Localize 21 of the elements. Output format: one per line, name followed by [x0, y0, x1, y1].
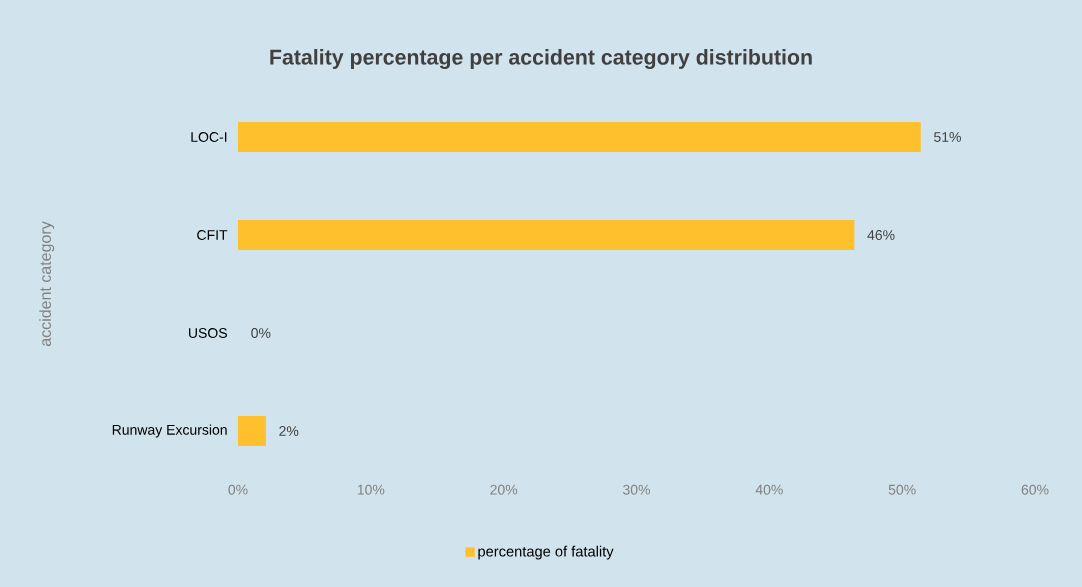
x-tick-label: 10% [357, 484, 385, 495]
chart-title: Fatality percentage per accident category distribution [270, 49, 812, 69]
bar [238, 122, 921, 153]
x-tick-label: 30% [623, 484, 650, 495]
data-label: 51% [934, 132, 961, 142]
x-tick-label: 50% [888, 484, 916, 495]
x-tick-label: 0% [228, 484, 248, 495]
data-label: 2% [279, 426, 299, 436]
x-tick-label: 20% [490, 484, 518, 495]
data-label: 0% [251, 328, 271, 338]
bar [238, 220, 855, 251]
bar [238, 416, 266, 447]
x-tick-label: 40% [755, 484, 783, 495]
data-label: 46% [867, 230, 895, 240]
y-axis-title: accident category [39, 221, 55, 347]
y-tick-label: USOS [189, 328, 227, 338]
legend-label: percentage of fatality [478, 545, 614, 560]
x-tick-label: 60% [1021, 484, 1049, 495]
y-tick-label: CFIT [197, 230, 228, 240]
y-tick-label: LOC-I [191, 132, 227, 142]
y-tick-label: Runway Excursion [112, 424, 227, 438]
